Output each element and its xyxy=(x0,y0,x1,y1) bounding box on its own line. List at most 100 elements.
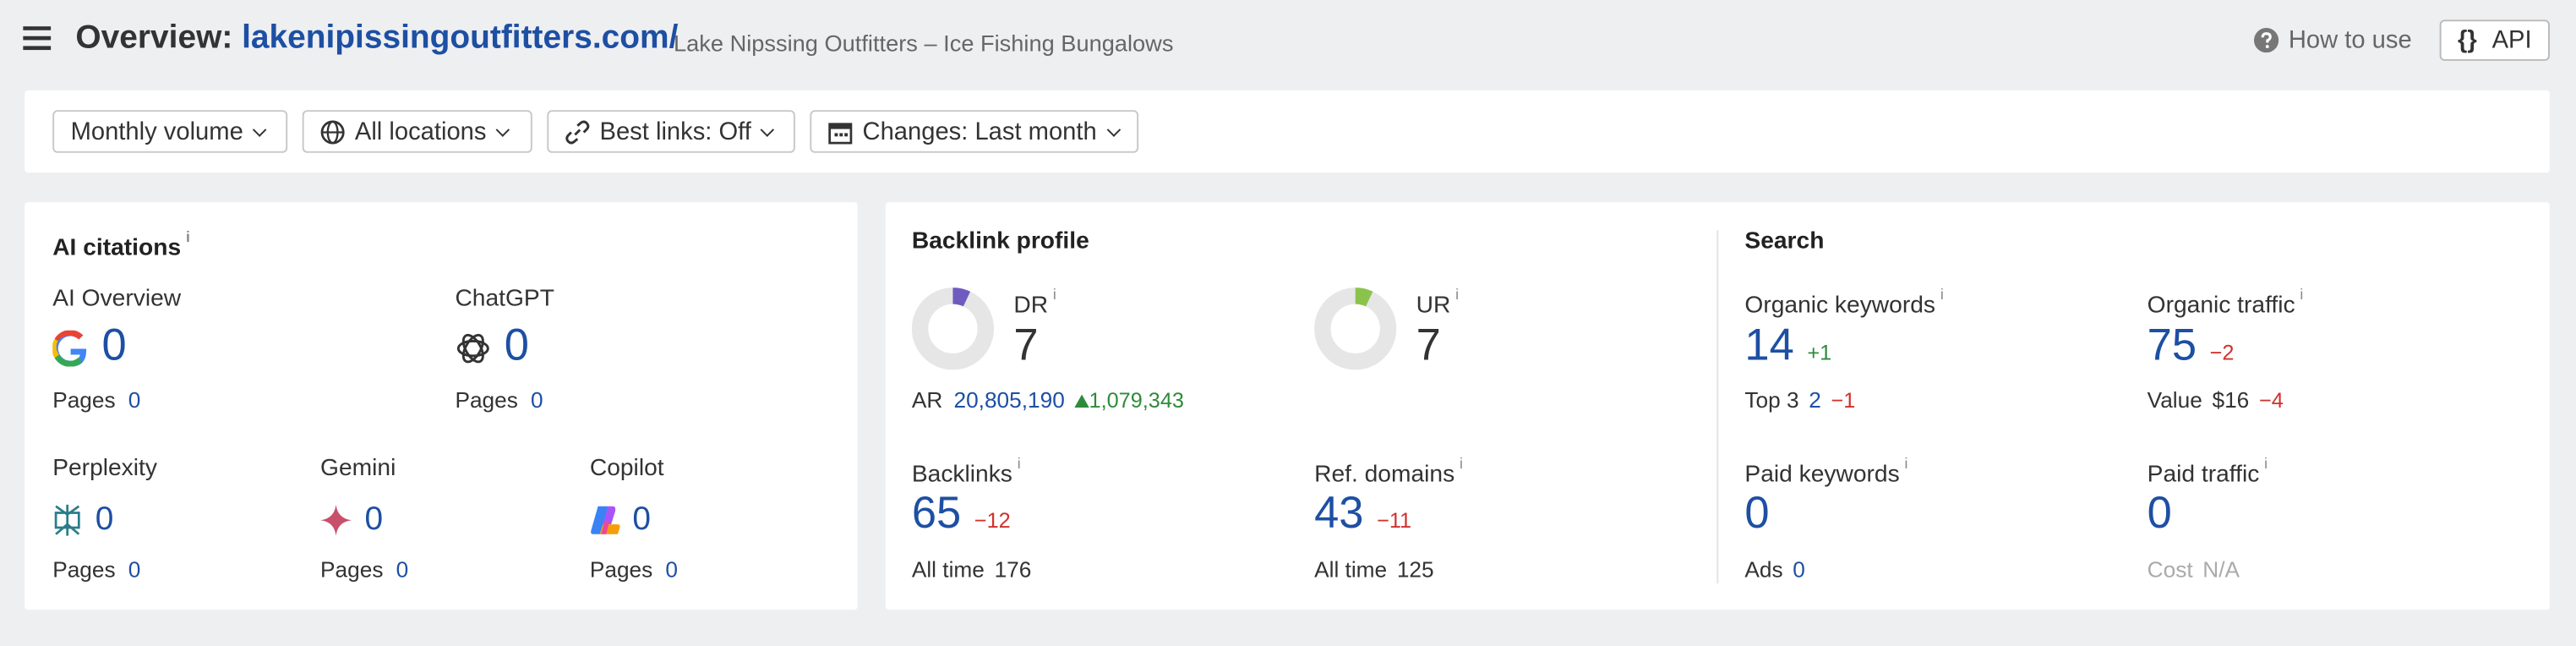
title-text: Overview: xyxy=(75,19,233,57)
card-title: Backlink profile xyxy=(911,228,1089,255)
all-time-row: All time 176 xyxy=(912,557,1032,582)
metric-value[interactable]: 0 xyxy=(1744,488,1770,538)
sub-value[interactable]: 0 xyxy=(1793,556,1805,583)
filter-button[interactable]: Changes: Last month xyxy=(810,110,1139,153)
subtitle: Lake Nipssing Outfitters – Ice Fishing B… xyxy=(673,29,1174,57)
source-name: AI Overview xyxy=(52,286,182,313)
metric-label: Backlinks i xyxy=(912,455,1021,488)
info-icon[interactable]: i xyxy=(1904,455,1908,472)
metric-label-text: Paid traffic xyxy=(2147,462,2260,489)
link-icon xyxy=(565,120,590,145)
citation-count: 0 xyxy=(95,501,114,538)
pages-count[interactable]: 0 xyxy=(530,387,543,413)
metric-value-row: 75 −2 xyxy=(2148,320,2235,371)
perplexity-icon xyxy=(54,504,80,536)
dr-donut xyxy=(911,287,995,370)
pages-count[interactable]: 0 xyxy=(128,556,141,583)
citation-count: 0 xyxy=(504,320,529,370)
citation-count: 0 xyxy=(364,501,384,538)
metric-value[interactable]: 43 xyxy=(1314,488,1364,538)
metric-value-row: 65 −12 xyxy=(912,488,1011,539)
metric-value[interactable]: 0 xyxy=(2147,488,2172,538)
metric-label: Paid keywords i xyxy=(1744,455,1907,488)
pages-row: Pages 0 xyxy=(455,388,543,413)
filter-button[interactable]: Monthly volume xyxy=(52,110,288,153)
metric-label: Organic traffic i xyxy=(2148,286,2304,319)
metric-label-text: Organic traffic xyxy=(2147,293,2295,320)
ar-value[interactable]: 20,805,190 xyxy=(953,387,1065,413)
pages-label: Pages xyxy=(589,556,653,583)
metric-label-text: Paid keywords xyxy=(1744,462,1900,489)
metric-value-row: 43 −11 xyxy=(1314,488,1411,539)
card-title: AI citations i xyxy=(52,228,190,261)
info-icon[interactable]: i xyxy=(185,228,190,245)
card-title-text: AI citations xyxy=(52,234,182,262)
copilot-icon xyxy=(591,506,620,534)
metric-value[interactable]: 65 xyxy=(911,488,962,538)
pages-count[interactable]: 0 xyxy=(396,556,409,583)
sub-row: Ads 0 xyxy=(1744,557,1804,582)
metric-label: DR i xyxy=(1013,286,1056,319)
info-icon[interactable]: i xyxy=(1460,455,1463,472)
help-icon[interactable] xyxy=(2254,28,2279,53)
info-icon[interactable]: i xyxy=(2300,286,2304,303)
sub-value[interactable]: 2 xyxy=(1809,387,1821,413)
api-label: API xyxy=(2491,26,2532,55)
sub-change: −1 xyxy=(1831,387,1856,413)
filter-button[interactable]: All locations xyxy=(302,110,532,153)
domain-link[interactable]: lakenipissingoutfitters.com/ xyxy=(242,19,679,57)
metric-change: −12 xyxy=(974,507,1011,533)
divider xyxy=(1716,230,1719,584)
pages-count[interactable]: 0 xyxy=(665,556,678,583)
all-time-row: All time 125 xyxy=(1314,557,1434,582)
page-title: Overview: lakenipissingoutfitters.com/ xyxy=(75,19,678,57)
how-to-use-link[interactable]: How to use xyxy=(2288,26,2412,55)
pages-label: Pages xyxy=(52,556,116,583)
metric-value-row: 14 +1 xyxy=(1744,320,1831,371)
metric-label-text: Ref. domains xyxy=(1314,462,1455,489)
menu-icon[interactable] xyxy=(23,26,52,51)
filter-label: Changes: Last month xyxy=(862,118,1097,147)
metric-label-text: UR xyxy=(1416,293,1451,320)
pages-row: Pages 0 xyxy=(52,388,140,413)
api-icon: {} xyxy=(2458,26,2477,55)
metric-value[interactable]: 14 xyxy=(1744,320,1794,370)
ur-donut xyxy=(1314,287,1397,370)
sub-change: −4 xyxy=(2258,387,2284,413)
metric-value: 7 xyxy=(1416,320,1441,370)
filter-label: All locations xyxy=(354,118,487,147)
info-icon[interactable]: i xyxy=(2264,455,2268,472)
filter-label: Monthly volume xyxy=(70,118,243,147)
metric-value[interactable]: 75 xyxy=(2147,320,2197,370)
metric-change: −2 xyxy=(2209,340,2235,365)
info-icon[interactable]: i xyxy=(1940,286,1944,303)
pages-row: Pages 0 xyxy=(590,557,678,582)
ar-change: 1,079,343 xyxy=(1089,387,1184,413)
metric-label-text: DR xyxy=(1013,293,1049,320)
filter-button[interactable]: Best links: Off xyxy=(547,110,795,153)
calendar-icon xyxy=(828,123,853,145)
api-button[interactable]: {} API xyxy=(2439,19,2550,61)
sub-row: Top 3 2 −1 xyxy=(1744,388,1855,413)
info-icon[interactable]: i xyxy=(1017,455,1021,472)
pages-count[interactable]: 0 xyxy=(128,387,141,413)
all-time-value: 125 xyxy=(1396,556,1434,583)
metric-change: +1 xyxy=(1807,340,1832,365)
metric-value: 7 xyxy=(1013,320,1039,370)
metric-label-text: Backlinks xyxy=(911,462,1012,489)
source-name: Copilot xyxy=(589,455,664,482)
sub-label: Cost xyxy=(2147,556,2193,583)
pages-label: Pages xyxy=(455,387,518,413)
info-icon[interactable]: i xyxy=(1455,286,1460,303)
metric-label: UR i xyxy=(1416,286,1459,319)
ai-citations-card xyxy=(25,202,858,610)
all-time-label: All time xyxy=(911,556,985,583)
chatgpt-icon xyxy=(456,333,489,364)
sub-label: Value xyxy=(2147,387,2202,413)
pages-label: Pages xyxy=(320,556,384,583)
info-icon[interactable]: i xyxy=(1052,286,1056,303)
citation-count: 0 xyxy=(632,501,652,538)
up-triangle xyxy=(1074,394,1089,408)
sub-label: Ads xyxy=(1744,556,1783,583)
